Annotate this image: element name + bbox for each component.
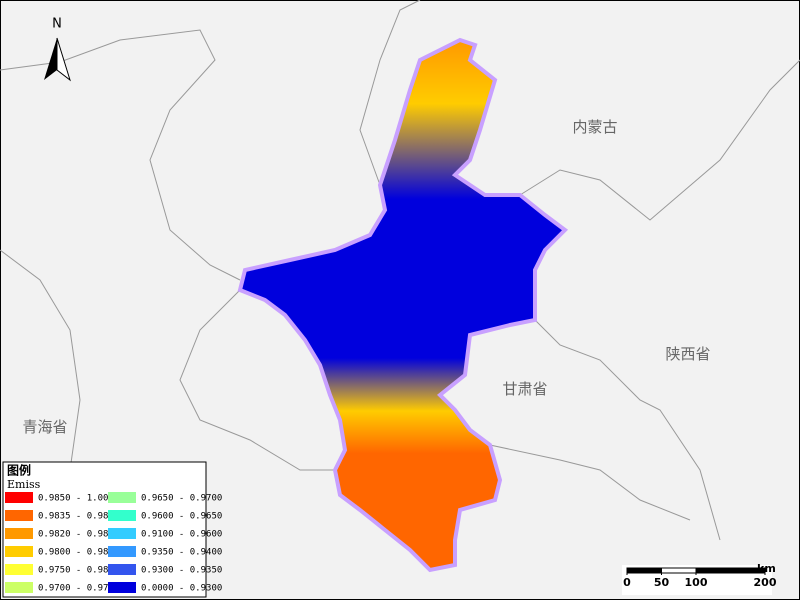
legend-swatch xyxy=(108,492,136,503)
legend-label: 0.9850 - 1.0000 xyxy=(38,494,119,504)
legend-label: 0.0000 - 0.9300 xyxy=(141,584,222,594)
legend-swatch xyxy=(5,528,33,539)
scale-segment xyxy=(661,567,697,574)
scale-label: 50 xyxy=(654,576,670,589)
legend-label: 0.9100 - 0.9600 xyxy=(141,530,222,540)
scale-segment xyxy=(626,567,662,574)
legend-label: 0.9700 - 0.9750 xyxy=(38,584,119,594)
legend-subtitle: Emiss xyxy=(7,478,41,491)
emissivity-raster xyxy=(237,37,569,573)
legend-swatch xyxy=(5,564,33,575)
legend-label: 0.9350 - 0.9400 xyxy=(141,548,222,558)
legend-label: 0.9300 - 0.9350 xyxy=(141,566,222,576)
legend-label: 0.9820 - 0.9835 xyxy=(38,530,119,540)
legend-label: 0.9650 - 0.9700 xyxy=(141,494,222,504)
scale-label: 100 xyxy=(685,576,708,589)
legend-swatch xyxy=(108,546,136,557)
region-label: 陕西省 xyxy=(665,345,710,363)
scale-segment xyxy=(695,567,766,574)
legend-label: 0.9800 - 0.9820 xyxy=(38,548,119,558)
legend-swatch xyxy=(5,492,33,503)
legend-label: 0.9600 - 0.9650 xyxy=(141,512,222,522)
legend-title: 图例 xyxy=(7,463,31,478)
legend-swatch xyxy=(108,528,136,539)
legend-swatch xyxy=(108,564,136,575)
scale-label: 200 xyxy=(754,576,777,589)
region-label: 甘肃省 xyxy=(502,380,547,398)
legend-swatch xyxy=(5,582,33,593)
boundaries xyxy=(0,0,800,541)
legend-box xyxy=(2,461,207,598)
legend-swatch xyxy=(108,582,136,593)
legend-label: 0.9835 - 0.9850 xyxy=(38,512,119,522)
scale-label: 0 xyxy=(623,576,631,589)
north-label: N xyxy=(52,17,62,32)
legend-swatch xyxy=(5,510,33,521)
legend-swatch xyxy=(5,546,33,557)
region-label: 内蒙古 xyxy=(572,118,617,136)
legend-label: 0.9750 - 0.9800 xyxy=(38,566,119,576)
north-arrow: N xyxy=(44,17,71,82)
legend-swatch xyxy=(108,510,136,521)
region-label: 青海省 xyxy=(22,418,67,436)
